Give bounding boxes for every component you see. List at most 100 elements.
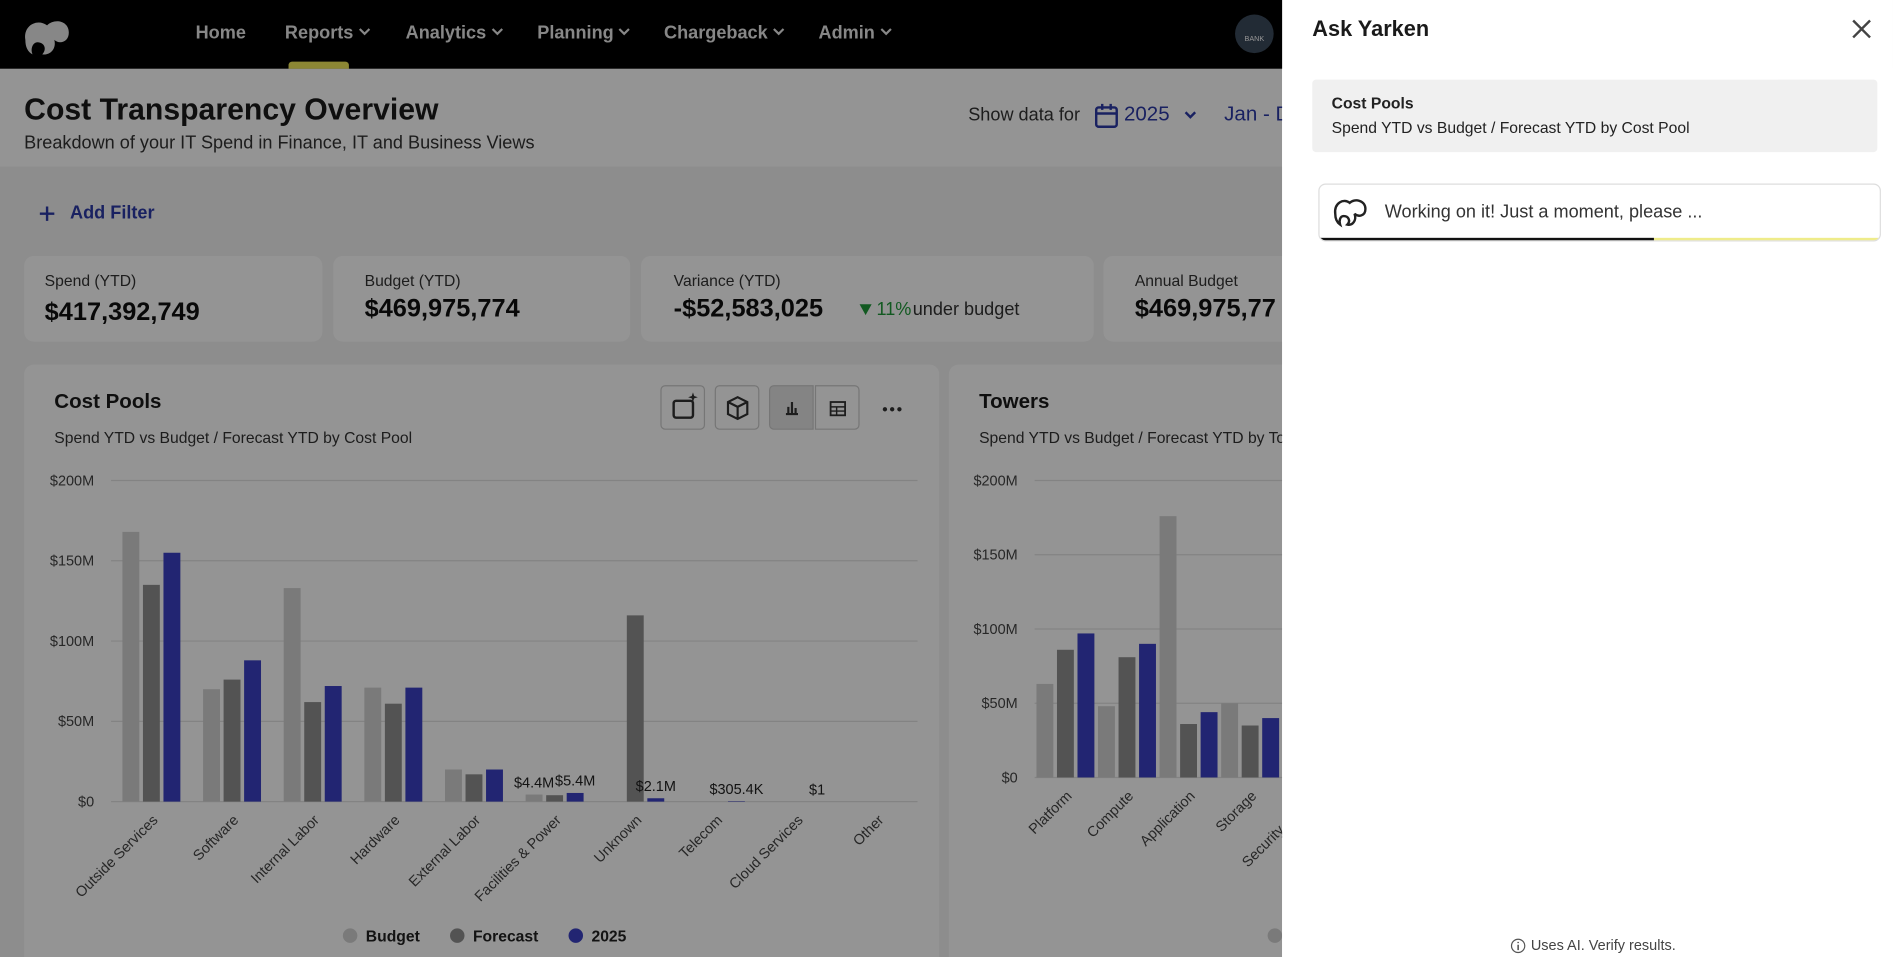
bar	[626, 615, 644, 802]
bar	[1241, 725, 1259, 778]
kpi-value: $469,975,774	[364, 294, 520, 323]
close-button[interactable]	[1851, 18, 1873, 40]
kpi-card: Spend (YTD) $417,392,749	[24, 255, 323, 342]
kpi-card: Budget (YTD) $469,975,774	[333, 255, 631, 342]
page-subtitle: Breakdown of your IT Spend in Finance, I…	[24, 132, 535, 154]
bar	[465, 774, 483, 802]
add-filter-button[interactable]: Add Filter	[70, 202, 155, 224]
data-label: $1	[809, 782, 825, 798]
data-label: $4.4M	[514, 775, 554, 791]
info-icon	[1510, 938, 1526, 954]
bar	[1118, 657, 1136, 778]
panel-title: Ask Yarken	[1312, 16, 1430, 42]
bar	[324, 686, 342, 802]
legend-label: Forecast	[473, 929, 539, 946]
page-title: Cost Transparency Overview	[24, 92, 439, 127]
bar	[1056, 649, 1074, 778]
chart-title: Cost Pools	[54, 390, 161, 413]
chevron	[491, 28, 503, 36]
y-tick-label: $100M	[50, 634, 94, 650]
chevron	[358, 28, 370, 36]
period-select[interactable]: Jan - D	[1224, 102, 1291, 126]
nav-label: Admin	[818, 22, 875, 44]
chevron-path	[618, 28, 631, 36]
chevron	[1184, 111, 1197, 119]
nav-item[interactable]: Admin	[818, 22, 893, 44]
kpi-card: Variance (YTD) -$52,583,025 11% under bu…	[641, 255, 1094, 342]
y-tick-label: $50M	[58, 714, 94, 730]
chevron-path	[880, 28, 892, 36]
table-icon	[829, 401, 846, 417]
y-tick-label: $200M	[50, 473, 94, 489]
status-text: Working on it! Just a moment, please ...	[1384, 201, 1703, 223]
y-tick-label: $0	[1002, 770, 1018, 786]
nav-item[interactable]: Planning	[537, 22, 632, 44]
bar-icon	[785, 402, 799, 416]
nav-label: Planning	[537, 22, 614, 44]
kpi-delta-text: under budget	[912, 299, 1020, 320]
year-select[interactable]: 2025	[1123, 102, 1170, 126]
bar	[122, 531, 140, 802]
more-button[interactable]	[880, 398, 904, 417]
y-tick-label: $100M	[973, 622, 1017, 638]
nav-item[interactable]: Reports	[284, 22, 372, 44]
nav-item[interactable]: Chargeback	[664, 23, 786, 43]
nav-item[interactable]: Analytics	[405, 22, 505, 44]
chart-subtitle: Spend YTD vs Budget / Forecast YTD by Co…	[54, 430, 412, 447]
cube-icon	[726, 395, 749, 421]
bar	[546, 795, 564, 802]
bar	[142, 584, 160, 802]
table-view-button[interactable]	[814, 385, 860, 430]
y-tick-label: $150M	[50, 554, 94, 570]
y-tick-label: $150M	[973, 548, 1017, 564]
data-label: $305.4K	[709, 782, 763, 798]
chevron-path	[491, 28, 503, 36]
nav-label: Home	[195, 22, 246, 44]
bar	[405, 687, 423, 802]
kpi-value: $469,975,77	[1134, 294, 1276, 323]
bar	[1139, 643, 1156, 778]
kpi-label: Spend (YTD)	[44, 271, 137, 290]
kpi-value: $417,392,749	[44, 298, 200, 326]
assistant-panel: Ask Yarken Cost Pools Spend YTD vs Budge…	[1282, 0, 1893, 957]
bar	[364, 687, 382, 802]
bar	[647, 798, 665, 802]
bar	[1221, 703, 1239, 778]
chart-title: Towers	[979, 390, 1049, 413]
kpi-label: Variance (YTD)	[673, 271, 781, 290]
ai-icon	[672, 392, 698, 419]
add-icon	[39, 206, 55, 221]
legend-label: Budget	[366, 929, 421, 946]
3d-button[interactable]	[714, 385, 760, 430]
nav-item[interactable]: Home	[196, 23, 246, 44]
chevron-path	[772, 28, 785, 36]
nav-label: Analytics	[405, 22, 487, 44]
bar	[1036, 683, 1054, 778]
org-badge-text: BANK	[1244, 36, 1265, 44]
bar	[244, 660, 262, 802]
active-indicator	[288, 61, 349, 69]
bar	[1262, 718, 1280, 778]
chart-view-button[interactable]	[769, 385, 814, 430]
data-label: $2.1M	[636, 779, 676, 795]
legend-swatch	[568, 928, 584, 943]
nav-label: Reports	[284, 22, 354, 44]
bar	[203, 689, 220, 802]
bar	[566, 792, 584, 802]
bar	[1098, 706, 1115, 778]
ask-ai-button[interactable]	[660, 385, 706, 430]
down-arrow	[859, 304, 872, 316]
kpi-delta: 11%	[876, 299, 912, 320]
modal-overlay[interactable]	[0, 0, 1283, 957]
chevron	[618, 28, 631, 36]
bar	[1180, 724, 1198, 778]
org-badge[interactable]: BANK	[1235, 14, 1274, 54]
bar	[1200, 712, 1218, 778]
legend-label: 2025	[591, 929, 626, 946]
bar	[223, 679, 241, 802]
legend-swatch	[450, 928, 465, 943]
kpi-label: Budget (YTD)	[364, 271, 461, 290]
y-tick-label: $0	[78, 794, 94, 810]
